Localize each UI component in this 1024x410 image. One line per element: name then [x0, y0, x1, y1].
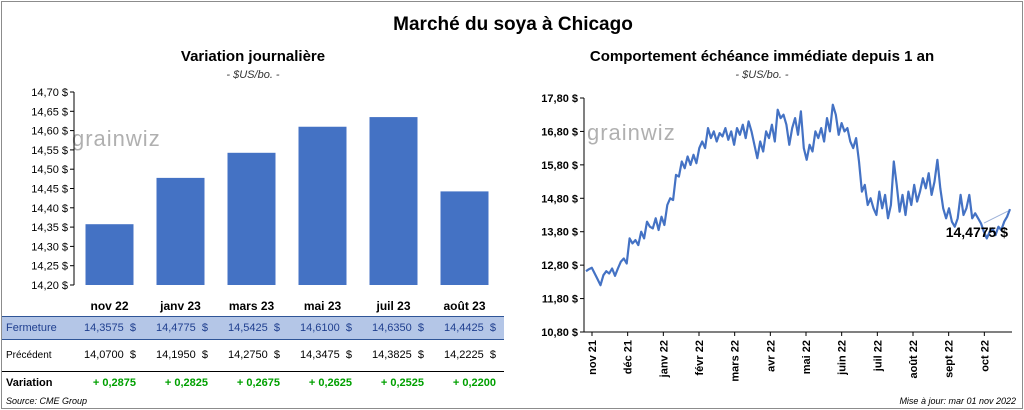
right-chart-title: Comportement échéance immédiate depuis 1…: [589, 48, 935, 65]
table-cell: + 0,2875: [92, 377, 136, 389]
bar: [156, 177, 205, 285]
table-row-variation: Variation + 0,2875 + 0,2825 + 0,2675 + 0,262…: [2, 371, 504, 394]
bar-y-tick-label: 14,25 $: [31, 261, 68, 273]
bar-y-tick-label: 14,50 $: [31, 164, 68, 176]
bar: [227, 152, 276, 285]
table-cell: 14,4775 $: [156, 322, 208, 334]
table-row-precedent: Précédent 14,0700 $ 14,1950 $ 14,2750 $ 14,3…: [2, 344, 504, 366]
line-y-tick-label: 13,80 $: [541, 227, 578, 239]
bar: [298, 126, 347, 285]
left-watermark: grainwiz: [72, 126, 161, 151]
table-cell: 14,2225 $: [444, 349, 496, 361]
line-x-tick-label: juin 22: [837, 340, 849, 376]
bar-y-tick-label: 14,20 $: [31, 280, 68, 292]
left-chart-unit: - $US/bo. -: [226, 69, 280, 81]
bar-y-tick-label: 14,45 $: [31, 184, 68, 196]
table-cell: 14,6100 $: [300, 322, 352, 334]
bar-x-tick-label: août 23: [443, 299, 485, 313]
bar: [369, 117, 418, 285]
right-chart-unit: - $US/bo. -: [735, 69, 789, 81]
bar: [85, 224, 134, 285]
table-cell: + 0,2825: [164, 377, 208, 389]
table-cell: + 0,2200: [452, 377, 496, 389]
line-y-tick-label: 12,80 $: [541, 260, 578, 272]
table-cell: 14,3475 $: [300, 349, 352, 361]
bar-y-tick-label: 14,30 $: [31, 241, 68, 253]
update-date: Mise à jour: mar 01 nov 2022: [899, 396, 1016, 406]
bar-y-tick-label: 14,55 $: [31, 145, 68, 157]
line-x-tick-label: oct 22: [979, 340, 991, 372]
line-y-tick-label: 14,80 $: [541, 193, 578, 205]
table-row-fermeture: Fermeture 14,3575 $ 14,4775 $ 14,5425 $ 14,6…: [2, 316, 504, 340]
source-note: Source: CME Group: [6, 396, 88, 406]
last-value-callout-line: [983, 210, 1009, 224]
table-cell: 14,0700 $: [84, 349, 136, 361]
line-x-tick-label: juil 22: [872, 340, 884, 372]
bar: [440, 191, 489, 285]
table-cell: + 0,2625: [308, 377, 352, 389]
line-x-tick-label: avr 22: [765, 340, 777, 372]
bar-y-tick-label: 14,35 $: [31, 222, 68, 234]
table-cell: 14,5425 $: [228, 322, 280, 334]
line-x-tick-label: nov 21: [587, 340, 599, 375]
table-cell: + 0,2675: [236, 377, 280, 389]
bar-y-tick-label: 14,40 $: [31, 203, 68, 215]
bar-chart: grainwiz 14,20 $ 14,25 $ 14,30 $ 14,35 $ 14,…: [31, 87, 489, 313]
bar-x-tick-label: nov 22: [90, 299, 128, 313]
bar-y-tick-label: 14,60 $: [31, 126, 68, 138]
line-y-tick-label: 11,80 $: [542, 294, 578, 306]
table-cell: 14,2750 $: [228, 349, 280, 361]
line-x-tick-label: déc 21: [623, 340, 635, 374]
bar-y-tick-label: 14,70 $: [31, 87, 68, 99]
bar-x-tick-label: mai 23: [304, 299, 342, 313]
line-x-tick-label: janv 22: [658, 340, 670, 378]
bar-y-tick-label: 14,65 $: [31, 106, 68, 118]
bar-x-tick-label: janv 23: [159, 299, 201, 313]
bar-x-tick-label: juil 23: [375, 299, 410, 313]
table-row-label: Précédent: [6, 349, 52, 361]
left-chart-title: Variation journalière: [180, 48, 326, 65]
table-row-label: Variation: [6, 377, 53, 389]
last-value-label: 14,4775 $: [946, 224, 1008, 240]
table-row-label: Fermeture: [6, 322, 57, 334]
line-x-tick-label: févr 22: [694, 340, 706, 375]
table-cell: 14,1950 $: [156, 349, 208, 361]
line-y-tick-label: 10,80 $: [541, 327, 578, 339]
line-x-tick-label: août 22: [908, 340, 920, 379]
series-line: [585, 103, 1012, 287]
line-chart: grainwiz 10,80 $ 11,80 $ 12,80 $ 13,80 $ 14,…: [541, 93, 1012, 382]
line-y-tick-label: 16,80 $: [541, 126, 578, 138]
line-x-tick-label: mai 22: [801, 340, 813, 374]
main-title: Marché du soya à Chicago: [393, 14, 633, 35]
line-x-tick-label: mars 22: [730, 340, 742, 382]
table-cell: 14,4425 $: [444, 322, 496, 334]
table-cell: + 0,2525: [380, 377, 424, 389]
table-cell: 14,3575 $: [84, 322, 136, 334]
line-x-tick-label: sept 22: [944, 340, 956, 378]
line-y-tick-label: 15,80 $: [541, 160, 578, 172]
table-cell: 14,6350 $: [372, 322, 424, 334]
bar-x-tick-label: mars 23: [229, 299, 275, 313]
line-y-tick-label: 17,80 $: [541, 93, 578, 105]
table-cell: 14,3825 $: [372, 349, 424, 361]
right-watermark: grainwiz: [587, 120, 676, 145]
